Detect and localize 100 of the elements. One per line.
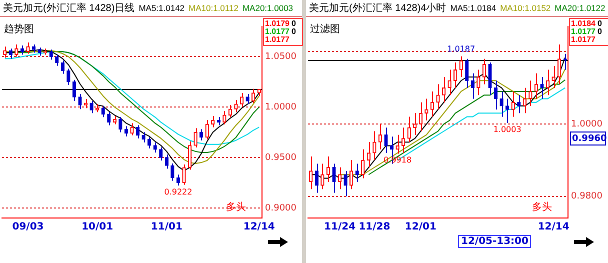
candlestick: [454, 62, 458, 88]
y-tick-label: 1.0000: [571, 119, 603, 130]
candlestick: [332, 163, 336, 194]
text: 0: [597, 19, 602, 28]
annotation: 1.0187: [447, 44, 476, 54]
candlestick: [558, 44, 562, 85]
y-tick-label: 0.9500: [265, 152, 297, 163]
text: 12/05-13:00: [458, 235, 532, 248]
candlestick: [350, 160, 354, 190]
candlestick: [314, 163, 318, 194]
candlestick: [465, 58, 469, 88]
annotation: 0.9222: [164, 188, 192, 197]
candlestick: [402, 127, 406, 154]
x-tick-label: 09/03: [12, 222, 44, 233]
annotation: 多头: [226, 200, 246, 214]
candlestick: [194, 128, 198, 148]
text: 1.0179: [265, 19, 290, 28]
candlestick: [159, 146, 163, 162]
candlestick: [442, 76, 446, 103]
candlestick: [361, 148, 365, 179]
candlestick: [528, 80, 532, 106]
candlestick: [84, 98, 88, 109]
candlestick: [407, 116, 411, 143]
text: MA5:1.0184: [450, 3, 496, 13]
candlestick: [344, 170, 348, 197]
text: 0: [597, 27, 602, 36]
candlestick: [14, 44, 18, 58]
candlestick: [182, 164, 186, 186]
annotation: 1.0003: [493, 125, 522, 134]
y-tick-label: 1.0500: [265, 52, 297, 62]
candlestick: [234, 100, 238, 113]
candlestick: [517, 94, 521, 114]
candlestick: [448, 69, 452, 96]
text: 0: [291, 19, 296, 28]
chart-subtitle: 过滤图: [310, 22, 340, 36]
text: MA10:1.0112: [188, 3, 238, 13]
x-tick-label: 12/01: [404, 222, 436, 233]
candlestick: [378, 124, 382, 150]
candlestick: [164, 154, 168, 170]
candlestick: [153, 142, 157, 153]
chart-title: 美元加元(外汇汇率 1428)日线: [3, 2, 135, 15]
chart-subtitle: 趋势图: [4, 22, 34, 36]
candlestick: [476, 69, 480, 96]
candlestick: [118, 116, 122, 133]
candlestick: [372, 130, 376, 161]
candlestick: [563, 53, 567, 70]
candlestick: [494, 80, 498, 110]
annotation: 多头: [532, 200, 552, 214]
y-tick-label: 0.9800: [571, 192, 603, 202]
candlestick: [90, 100, 94, 114]
candlestick: [500, 90, 504, 118]
candlestick: [430, 90, 434, 118]
x-tick-label: 11/24: [324, 222, 356, 233]
text: MA10:1.0152: [500, 3, 551, 13]
candlestick: [78, 93, 82, 110]
candlestick: [240, 92, 244, 108]
candlestick: [355, 163, 359, 182]
candlestick: [396, 134, 400, 154]
candlestick: [540, 76, 544, 100]
x-tick-label: 11/01: [150, 222, 182, 233]
text: 1.0177: [571, 27, 596, 36]
candlestick: [130, 122, 134, 136]
candlestick: [309, 156, 313, 190]
candlestick: [522, 87, 526, 114]
candlestick: [26, 42, 30, 54]
chart-title: 美元加元(外汇汇率 1428)4小时: [309, 2, 446, 15]
candlestick: [320, 163, 324, 190]
candlestick: [326, 156, 330, 182]
candlestick: [142, 132, 146, 143]
candlestick: [534, 72, 538, 100]
candlestick: [488, 62, 492, 96]
candlestick: [188, 140, 192, 170]
candlestick: [506, 98, 510, 124]
candlestick: [222, 110, 226, 125]
text: 1.0184: [571, 19, 596, 28]
candlestick: [418, 102, 422, 132]
x-tick-label: 12/14: [243, 222, 275, 233]
candlestick: [366, 142, 370, 168]
text: 1.0177: [265, 27, 290, 36]
candlestick: [424, 98, 428, 121]
text: 1.0177: [571, 35, 596, 44]
candlestick: [511, 90, 515, 118]
candlestick: [170, 163, 174, 182]
candlestick: [66, 68, 70, 86]
candlestick: [552, 66, 556, 88]
candlestick: [252, 88, 256, 104]
candlestick: [384, 127, 388, 154]
x-tick-label: 12/14: [538, 222, 570, 233]
candlestick: [482, 58, 486, 85]
candlestick: [72, 79, 76, 102]
y-tick-label: 1.0000: [265, 102, 297, 112]
text: MA20:1.0122: [554, 3, 606, 13]
candlestick: [413, 112, 417, 136]
x-tick-label: 10/01: [82, 222, 114, 233]
y-tick-label: 0.9000: [265, 203, 297, 214]
text: MA20:1.0003: [242, 3, 294, 13]
text: 0: [291, 27, 296, 36]
x-tick-label: 11/28: [358, 222, 390, 233]
text: 1.0177: [265, 35, 290, 44]
candlestick: [246, 93, 250, 105]
